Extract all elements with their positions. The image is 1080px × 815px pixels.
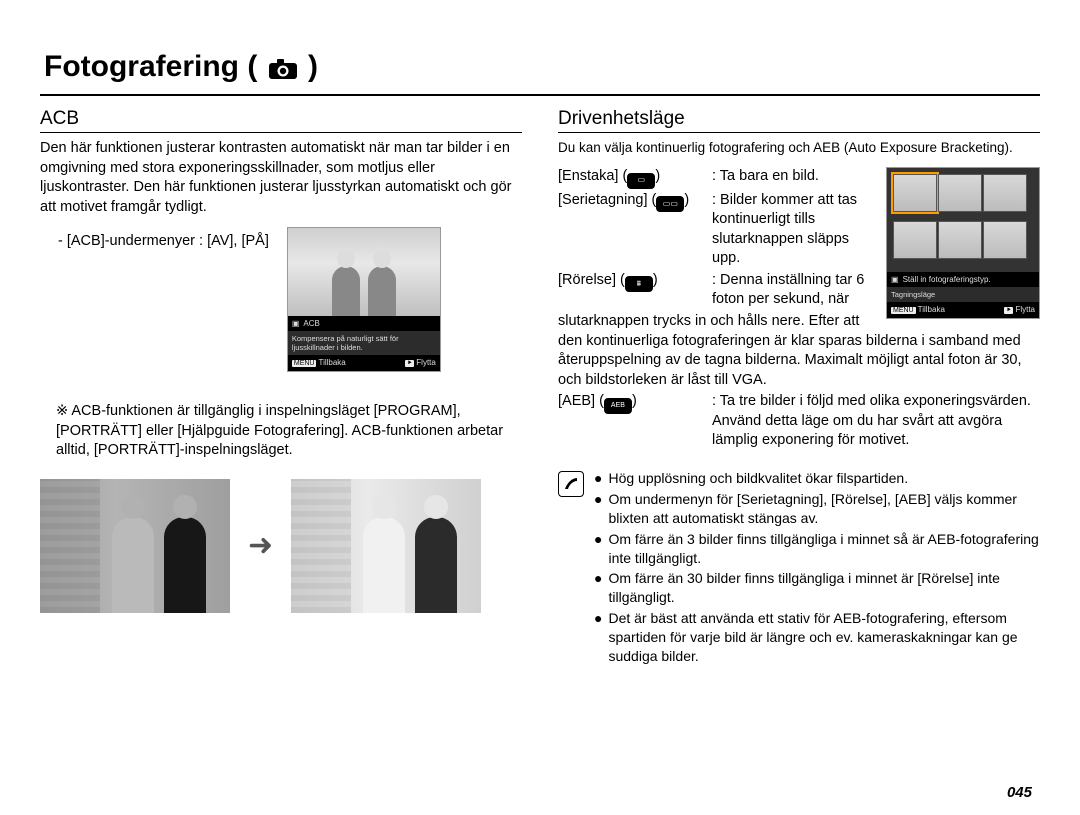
page-title-text: Fotografering ( xyxy=(44,50,257,83)
continuous-icon: ▭▭ xyxy=(656,196,684,212)
drive-lcd-back: Tillbaka xyxy=(918,305,945,314)
acb-intro: Den här funktionen justerar kontrasten a… xyxy=(40,139,522,217)
camera-icon xyxy=(268,54,298,88)
drive-row-serietagning: [Serietagning] (▭▭) : Bilder kommer att … xyxy=(558,191,878,269)
info-text: Om undermenyn för [Serietagning], [Rörel… xyxy=(608,490,1040,528)
acb-lcd-back: Tillbaka xyxy=(318,358,345,367)
drive-row-aeb: [AEB] (AEB) : Ta tre bilder i följd med … xyxy=(558,392,1040,451)
acb-submenu: - [ACB]-undermenyer : [AV], [PÅ] xyxy=(58,233,269,249)
drive-lcd-label: Ställ in fotograferingstyp. xyxy=(903,275,991,284)
acb-lcd-label: ACB xyxy=(303,319,319,328)
acb-lcd-footer: MENUTillbaka ⯈Flytta xyxy=(288,355,440,371)
acb-lcd-preview: ▣ ACB Kompensera på naturligt sätt för l… xyxy=(287,227,441,372)
menu-tag: MENU xyxy=(891,307,916,314)
info-item: ●Om färre än 30 bilder finns tillgänglig… xyxy=(594,569,1040,607)
drive-heading: Drivenhetsläge xyxy=(558,108,1040,133)
title-divider xyxy=(40,94,1040,96)
acb-lcd-move: Flytta xyxy=(416,358,436,367)
drive-label-close: ) xyxy=(632,393,637,409)
drive-lcd-label-row: ▣ Ställ in fotograferingstyp. xyxy=(887,272,1039,287)
acb-before-after: ➜ xyxy=(40,479,522,613)
drive-desc: : Ta bara en bild. xyxy=(712,167,878,187)
motion-icon: ⩩ xyxy=(625,276,653,292)
acb-lcd-desc: Kompensera på naturligt sätt för ljusski… xyxy=(288,331,440,355)
acb-photo-after xyxy=(291,479,481,613)
drive-rorelse-cont: slutarknappen trycks in och hålls nere. … xyxy=(558,312,1040,390)
info-text: Hög upplösning och bildkvalitet ökar fil… xyxy=(608,469,908,488)
column-drive: Drivenhetsläge Du kan välja kontinuerlig… xyxy=(558,108,1040,668)
drive-desc: : Denna inställning tar 6 foton per seku… xyxy=(712,271,878,310)
nav-icon: ⯈ xyxy=(405,360,415,367)
column-acb: ACB Den här funktionen justerar kontrast… xyxy=(40,108,522,668)
info-item: ●Om undermenyn för [Serietagning], [Röre… xyxy=(594,490,1040,528)
info-text: Om färre än 3 bilder finns tillgängliga … xyxy=(608,530,1040,568)
aeb-icon: AEB xyxy=(604,398,632,414)
info-box: ●Hög upplösning och bildkvalitet ökar fi… xyxy=(558,469,1040,668)
info-text: Det är bäst att använda ett stativ för A… xyxy=(608,609,1040,666)
drive-label-close: ) xyxy=(684,192,689,208)
drive-lcd-sub: Tagningsläge xyxy=(887,287,1039,302)
drive-desc: : Ta tre bilder i följd med olika expone… xyxy=(712,392,1040,451)
info-item: ●Det är bäst att använda ett stativ för … xyxy=(594,609,1040,666)
single-icon: ▭ xyxy=(627,173,655,189)
drive-label-close: ) xyxy=(655,168,660,184)
info-item: ●Hög upplösning och bildkvalitet ökar fi… xyxy=(594,469,1040,488)
page-number: 045 xyxy=(1007,784,1032,801)
drive-intro: Du kan välja kontinuerlig fotografering … xyxy=(558,139,1040,157)
drive-lcd-footer: MENUTillbaka ⯈Flytta xyxy=(887,302,1039,318)
drive-lcd-move: Flytta xyxy=(1015,305,1035,314)
drive-desc: : Bilder kommer att tas kontinuerligt ti… xyxy=(712,191,878,269)
drive-label-text: [AEB] ( xyxy=(558,393,604,409)
acb-lcd-image xyxy=(288,228,440,316)
menu-tag: MENU xyxy=(292,360,317,367)
acb-heading: ACB xyxy=(40,108,522,133)
arrow-right-icon: ➜ xyxy=(248,528,273,563)
drive-label-text: [Enstaka] ( xyxy=(558,168,627,184)
info-list: ●Hög upplösning och bildkvalitet ökar fi… xyxy=(594,469,1040,668)
burst-icon: ▣ xyxy=(891,275,899,284)
check-icon: ▣ xyxy=(292,319,300,328)
acb-photo-before xyxy=(40,479,230,613)
acb-note: ※ ACB-funktionen är tillgänglig i inspel… xyxy=(56,402,512,461)
page-title-suffix: ) xyxy=(308,50,318,83)
page-title: Fotografering ( ) xyxy=(40,50,1040,88)
info-item: ●Om färre än 3 bilder finns tillgängliga… xyxy=(594,530,1040,568)
info-text: Om färre än 30 bilder finns tillgängliga… xyxy=(608,569,1040,607)
drive-label-text: [Serietagning] ( xyxy=(558,192,656,208)
drive-row-enstaka: [Enstaka] (▭) : Ta bara en bild. xyxy=(558,167,878,188)
drive-label-close: ) xyxy=(653,272,658,288)
drive-lcd-image xyxy=(887,168,1039,272)
drive-lcd-preview: ▣ Ställ in fotograferingstyp. Tagningslä… xyxy=(886,167,1040,319)
drive-row-rorelse: [Rörelse] (⩩) : Denna inställning tar 6 … xyxy=(558,271,878,310)
nav-icon: ⯈ xyxy=(1004,307,1014,314)
acb-lcd-label-row: ▣ ACB xyxy=(288,316,440,331)
note-icon xyxy=(558,471,584,497)
drive-label-text: [Rörelse] ( xyxy=(558,272,625,288)
